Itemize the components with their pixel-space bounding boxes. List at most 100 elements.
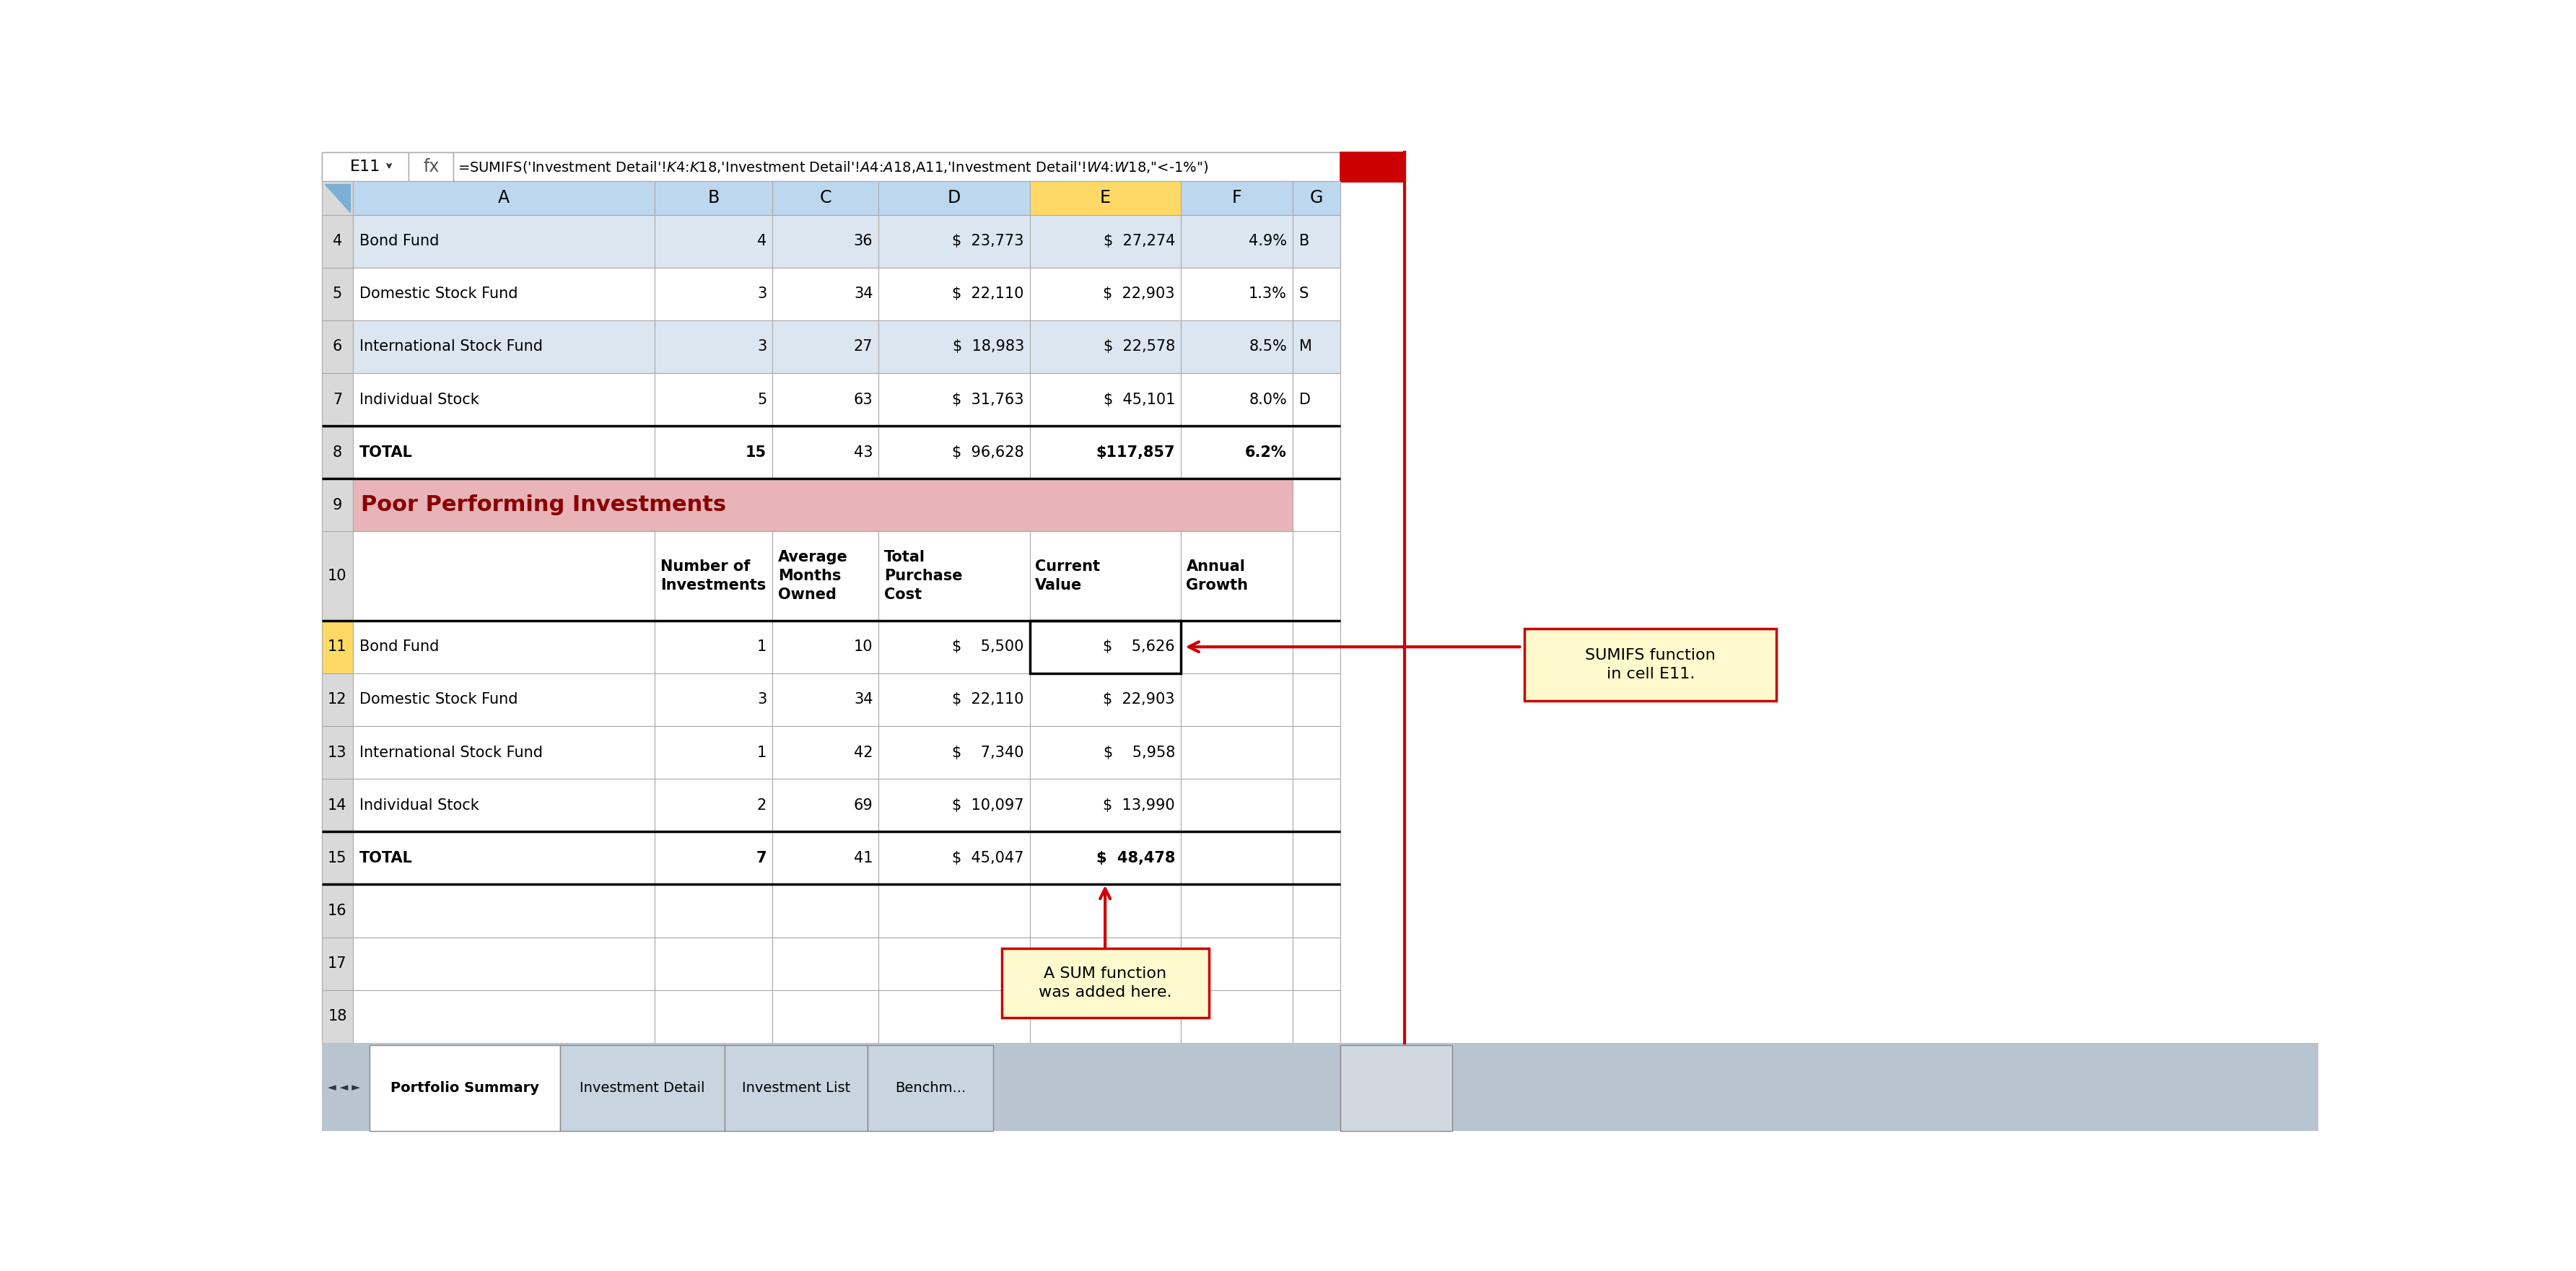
Text: A SUM function
was added here.: A SUM function was added here. (1038, 966, 1172, 1000)
Text: B: B (1298, 234, 1309, 248)
Text: 1: 1 (757, 745, 768, 760)
Text: C: C (819, 189, 832, 207)
Text: 17: 17 (327, 956, 348, 971)
FancyBboxPatch shape (368, 1045, 559, 1131)
Text: $  22,903: $ 22,903 (1103, 693, 1175, 707)
Text: 7: 7 (332, 393, 343, 407)
FancyBboxPatch shape (353, 990, 654, 1042)
Text: 43: 43 (853, 445, 873, 460)
FancyBboxPatch shape (1180, 831, 1293, 885)
FancyBboxPatch shape (1180, 674, 1293, 726)
Text: 6.2%: 6.2% (1244, 445, 1288, 460)
FancyBboxPatch shape (1180, 937, 1293, 990)
FancyBboxPatch shape (878, 531, 1030, 620)
Text: $  45,047: $ 45,047 (953, 850, 1025, 866)
Text: 4: 4 (757, 234, 768, 248)
FancyBboxPatch shape (654, 531, 773, 620)
Text: 5: 5 (332, 287, 343, 301)
FancyBboxPatch shape (1293, 885, 1340, 937)
FancyBboxPatch shape (1030, 779, 1180, 831)
Text: Benchm...: Benchm... (894, 1082, 966, 1096)
FancyBboxPatch shape (1293, 268, 1340, 320)
Text: A: A (497, 189, 510, 207)
Text: $    5,958: $ 5,958 (1103, 745, 1175, 760)
Text: 2: 2 (757, 798, 768, 812)
Text: $  22,578: $ 22,578 (1103, 339, 1175, 353)
FancyBboxPatch shape (878, 182, 1030, 215)
FancyBboxPatch shape (322, 320, 353, 374)
FancyBboxPatch shape (878, 831, 1030, 885)
FancyBboxPatch shape (878, 268, 1030, 320)
Text: Number of
Investments: Number of Investments (659, 559, 765, 592)
FancyBboxPatch shape (322, 1042, 2318, 1131)
Text: $  13,990: $ 13,990 (1103, 798, 1175, 812)
FancyBboxPatch shape (1293, 620, 1340, 674)
Text: Average
Months
Owned: Average Months Owned (778, 550, 848, 601)
FancyBboxPatch shape (322, 153, 410, 182)
FancyBboxPatch shape (773, 531, 878, 620)
Text: 69: 69 (853, 798, 873, 812)
FancyBboxPatch shape (773, 885, 878, 937)
FancyBboxPatch shape (654, 182, 773, 215)
Text: 12: 12 (327, 693, 348, 707)
FancyBboxPatch shape (1180, 885, 1293, 937)
Text: $  22,110: $ 22,110 (953, 287, 1025, 301)
FancyBboxPatch shape (773, 831, 878, 885)
FancyBboxPatch shape (773, 426, 878, 479)
Text: Total
Purchase
Cost: Total Purchase Cost (884, 550, 963, 601)
Text: D: D (948, 189, 961, 207)
Text: =SUMIFS('Investment Detail'!$K$4:$K$18,'Investment Detail'!$A$4:$A$18,A11,'Inves: =SUMIFS('Investment Detail'!$K$4:$K$18,'… (459, 159, 1208, 174)
Text: Current
Value: Current Value (1036, 559, 1100, 592)
Text: G: G (1309, 189, 1324, 207)
FancyBboxPatch shape (322, 153, 1340, 182)
Text: $    5,626: $ 5,626 (1103, 639, 1175, 655)
Text: Individual Stock: Individual Stock (361, 798, 479, 812)
FancyBboxPatch shape (353, 831, 654, 885)
Text: fx: fx (422, 159, 438, 175)
Text: S: S (1298, 287, 1309, 301)
FancyBboxPatch shape (654, 268, 773, 320)
Text: International Stock Fund: International Stock Fund (361, 745, 544, 760)
FancyBboxPatch shape (1030, 937, 1180, 990)
FancyBboxPatch shape (1180, 426, 1293, 479)
FancyBboxPatch shape (1293, 937, 1340, 990)
FancyBboxPatch shape (773, 990, 878, 1042)
FancyBboxPatch shape (322, 831, 353, 885)
Text: D: D (1298, 393, 1311, 407)
FancyBboxPatch shape (1342, 154, 1404, 179)
FancyBboxPatch shape (654, 374, 773, 426)
Text: $    7,340: $ 7,340 (953, 745, 1025, 760)
Text: $  96,628: $ 96,628 (953, 445, 1025, 460)
FancyBboxPatch shape (654, 620, 773, 674)
Text: TOTAL: TOTAL (361, 445, 412, 460)
FancyBboxPatch shape (1340, 153, 1404, 182)
Text: M: M (1298, 339, 1311, 353)
Text: 42: 42 (853, 745, 873, 760)
FancyBboxPatch shape (353, 182, 654, 215)
Text: E11: E11 (350, 160, 381, 174)
Text: 4: 4 (332, 234, 343, 248)
FancyBboxPatch shape (1293, 831, 1340, 885)
FancyBboxPatch shape (1030, 990, 1180, 1042)
FancyBboxPatch shape (353, 674, 654, 726)
Text: 14: 14 (327, 798, 348, 812)
FancyBboxPatch shape (353, 779, 654, 831)
Text: $  23,773: $ 23,773 (953, 234, 1025, 248)
Text: 16: 16 (327, 904, 348, 918)
FancyBboxPatch shape (773, 779, 878, 831)
FancyBboxPatch shape (322, 479, 353, 531)
Text: 11: 11 (327, 639, 348, 655)
FancyBboxPatch shape (654, 990, 773, 1042)
FancyBboxPatch shape (1293, 990, 1340, 1042)
FancyBboxPatch shape (654, 215, 773, 268)
Text: 9: 9 (332, 498, 343, 512)
FancyBboxPatch shape (1002, 948, 1208, 1018)
Text: 34: 34 (853, 693, 873, 707)
FancyBboxPatch shape (773, 268, 878, 320)
FancyBboxPatch shape (654, 726, 773, 779)
FancyBboxPatch shape (1030, 268, 1180, 320)
FancyBboxPatch shape (1180, 182, 1293, 215)
Text: E: E (1100, 189, 1110, 207)
FancyBboxPatch shape (353, 268, 654, 320)
FancyBboxPatch shape (322, 182, 353, 215)
